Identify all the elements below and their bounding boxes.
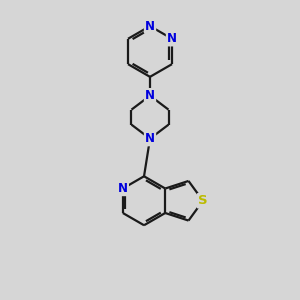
Text: N: N	[145, 132, 155, 145]
Text: N: N	[118, 182, 128, 195]
Text: S: S	[198, 194, 208, 207]
Text: N: N	[167, 32, 177, 45]
Text: N: N	[145, 20, 155, 33]
Text: N: N	[145, 89, 155, 102]
